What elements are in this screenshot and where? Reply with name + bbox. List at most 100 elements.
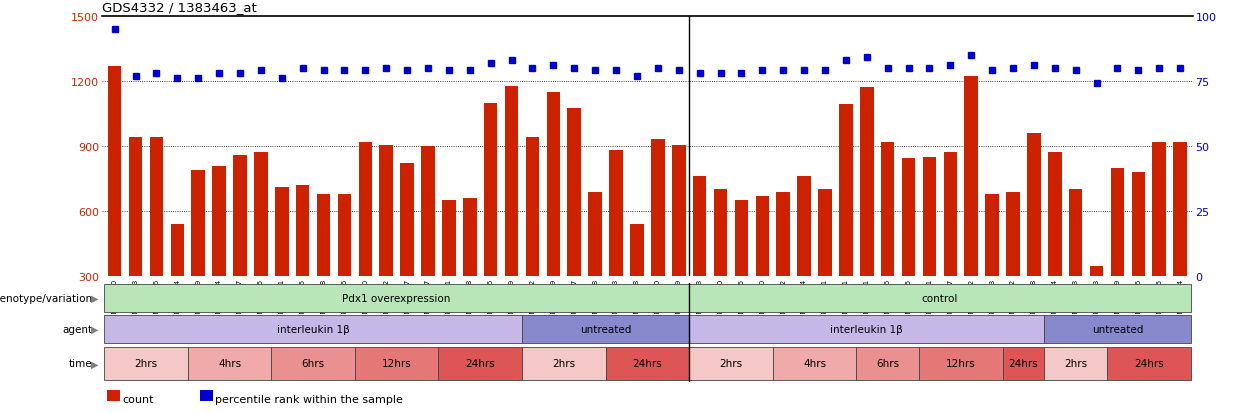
- Bar: [171, 225, 184, 342]
- Text: 12hrs: 12hrs: [382, 358, 412, 368]
- Bar: [690, 285, 1190, 312]
- Text: 4hrs: 4hrs: [218, 358, 242, 368]
- Bar: [735, 201, 748, 342]
- Bar: [965, 77, 979, 342]
- Bar: [105, 285, 690, 312]
- Bar: [525, 138, 539, 342]
- Bar: [605, 347, 690, 380]
- Bar: [275, 188, 289, 342]
- Text: 12hrs: 12hrs: [946, 358, 976, 368]
- Bar: [254, 153, 268, 342]
- Bar: [881, 142, 894, 342]
- Bar: [105, 347, 188, 380]
- Text: interleukin 1β: interleukin 1β: [276, 324, 350, 335]
- Bar: [271, 347, 355, 380]
- Bar: [192, 171, 205, 342]
- Bar: [359, 142, 372, 342]
- Bar: [756, 197, 769, 342]
- Bar: [589, 192, 603, 342]
- Text: 2hrs: 2hrs: [553, 358, 575, 368]
- Bar: [1173, 142, 1186, 342]
- Bar: [355, 347, 438, 380]
- Bar: [985, 195, 998, 342]
- Text: GDS4332 / 1383463_at: GDS4332 / 1383463_at: [102, 1, 256, 14]
- Bar: [1132, 173, 1145, 342]
- Bar: [188, 347, 271, 380]
- Bar: [1006, 192, 1020, 342]
- Bar: [860, 88, 874, 342]
- Text: 6hrs: 6hrs: [301, 358, 325, 368]
- Text: 24hrs: 24hrs: [632, 358, 662, 368]
- Bar: [839, 104, 853, 342]
- Bar: [1002, 347, 1045, 380]
- Bar: [149, 138, 163, 342]
- Text: untreated: untreated: [1092, 324, 1143, 335]
- Bar: [901, 159, 915, 342]
- Bar: [692, 177, 706, 342]
- Text: 24hrs: 24hrs: [1134, 358, 1164, 368]
- Bar: [944, 153, 957, 342]
- Bar: [442, 201, 456, 342]
- Bar: [213, 166, 225, 342]
- Bar: [463, 199, 477, 342]
- Text: 2hrs: 2hrs: [720, 358, 742, 368]
- Text: percentile rank within the sample: percentile rank within the sample: [215, 394, 403, 404]
- Bar: [547, 93, 560, 342]
- Text: 24hrs: 24hrs: [466, 358, 496, 368]
- Bar: [1045, 347, 1107, 380]
- Bar: [1069, 190, 1082, 342]
- Text: 2hrs: 2hrs: [1064, 358, 1087, 368]
- Text: untreated: untreated: [580, 324, 631, 335]
- Bar: [108, 66, 122, 342]
- Bar: [1107, 347, 1190, 380]
- Bar: [1153, 142, 1167, 342]
- Bar: [857, 347, 919, 380]
- Bar: [128, 138, 142, 342]
- Bar: [797, 177, 810, 342]
- Bar: [522, 347, 605, 380]
- Bar: [672, 145, 686, 342]
- Bar: [773, 347, 857, 380]
- Text: 2hrs: 2hrs: [134, 358, 158, 368]
- Text: ▶: ▶: [91, 358, 98, 368]
- Bar: [1045, 316, 1190, 343]
- Bar: [690, 347, 773, 380]
- Bar: [1027, 134, 1041, 342]
- Bar: [568, 109, 581, 342]
- Bar: [296, 186, 310, 342]
- Bar: [1111, 169, 1124, 342]
- Bar: [690, 316, 1045, 343]
- Text: 6hrs: 6hrs: [876, 358, 899, 368]
- Bar: [316, 195, 330, 342]
- Text: 4hrs: 4hrs: [803, 358, 827, 368]
- Text: interleukin 1β: interleukin 1β: [830, 324, 903, 335]
- Bar: [380, 145, 393, 342]
- Text: time: time: [68, 358, 92, 368]
- Text: count: count: [122, 394, 153, 404]
- Bar: [484, 103, 498, 342]
- Bar: [401, 164, 413, 342]
- Bar: [777, 192, 791, 342]
- Text: 24hrs: 24hrs: [1008, 358, 1038, 368]
- Text: ▶: ▶: [91, 324, 98, 335]
- Bar: [919, 347, 1002, 380]
- Bar: [233, 155, 247, 342]
- Bar: [504, 87, 518, 342]
- Text: control: control: [921, 293, 959, 304]
- Bar: [923, 157, 936, 342]
- Bar: [630, 225, 644, 342]
- Bar: [713, 190, 727, 342]
- Text: agent: agent: [62, 324, 92, 335]
- Bar: [421, 147, 435, 342]
- Bar: [651, 140, 665, 342]
- Bar: [337, 195, 351, 342]
- Text: genotype/variation: genotype/variation: [0, 293, 92, 304]
- Bar: [1048, 153, 1062, 342]
- Bar: [1089, 266, 1103, 342]
- Bar: [818, 190, 832, 342]
- Bar: [609, 151, 622, 342]
- Bar: [438, 347, 522, 380]
- Bar: [522, 316, 690, 343]
- Text: ▶: ▶: [91, 293, 98, 304]
- Text: Pdx1 overexpression: Pdx1 overexpression: [342, 293, 451, 304]
